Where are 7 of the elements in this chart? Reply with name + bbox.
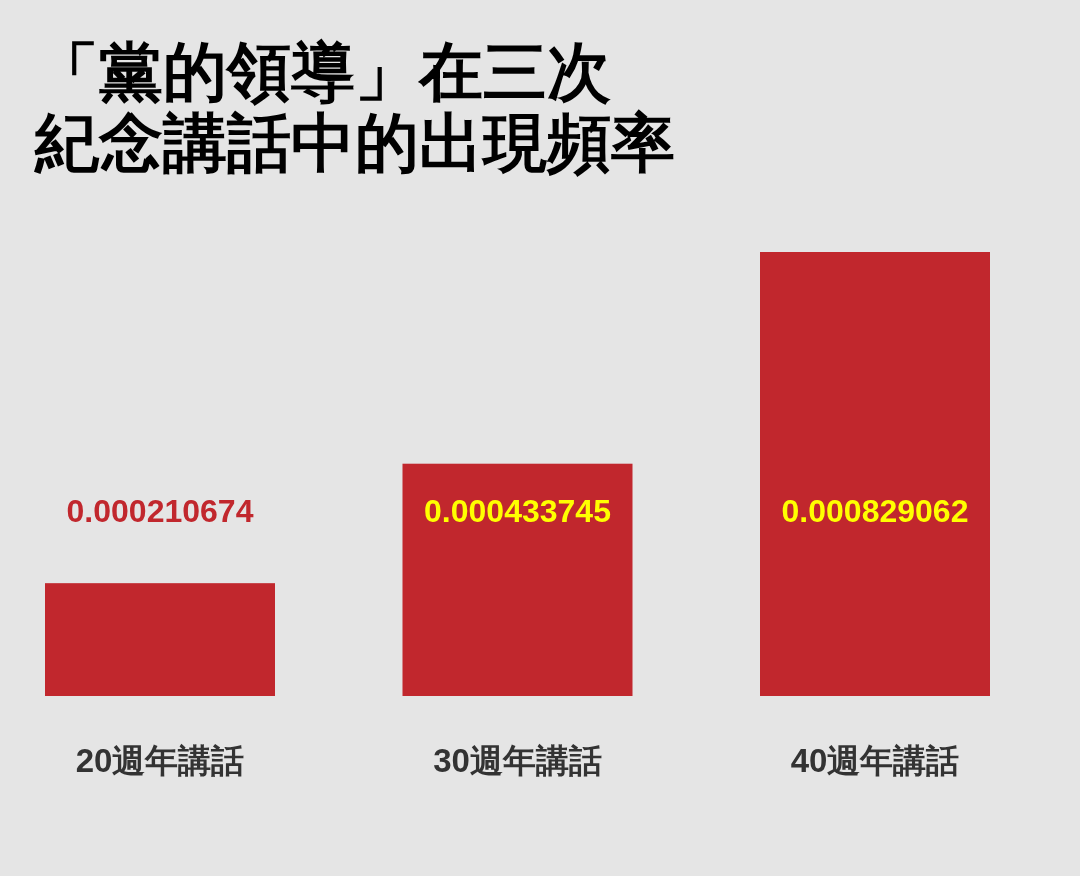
- data-label: 0.000433745: [424, 493, 611, 529]
- title: 「黨的領導」在三次紀念講話中的出現頻率: [35, 37, 676, 179]
- x-tick-label: 30週年講話: [433, 742, 602, 779]
- data-label: 0.000210674: [66, 493, 254, 529]
- x-tick-label: 20週年講話: [75, 742, 245, 779]
- data-label: 0.000829062: [781, 493, 969, 529]
- x-tick-label: 40週年講話: [790, 742, 960, 779]
